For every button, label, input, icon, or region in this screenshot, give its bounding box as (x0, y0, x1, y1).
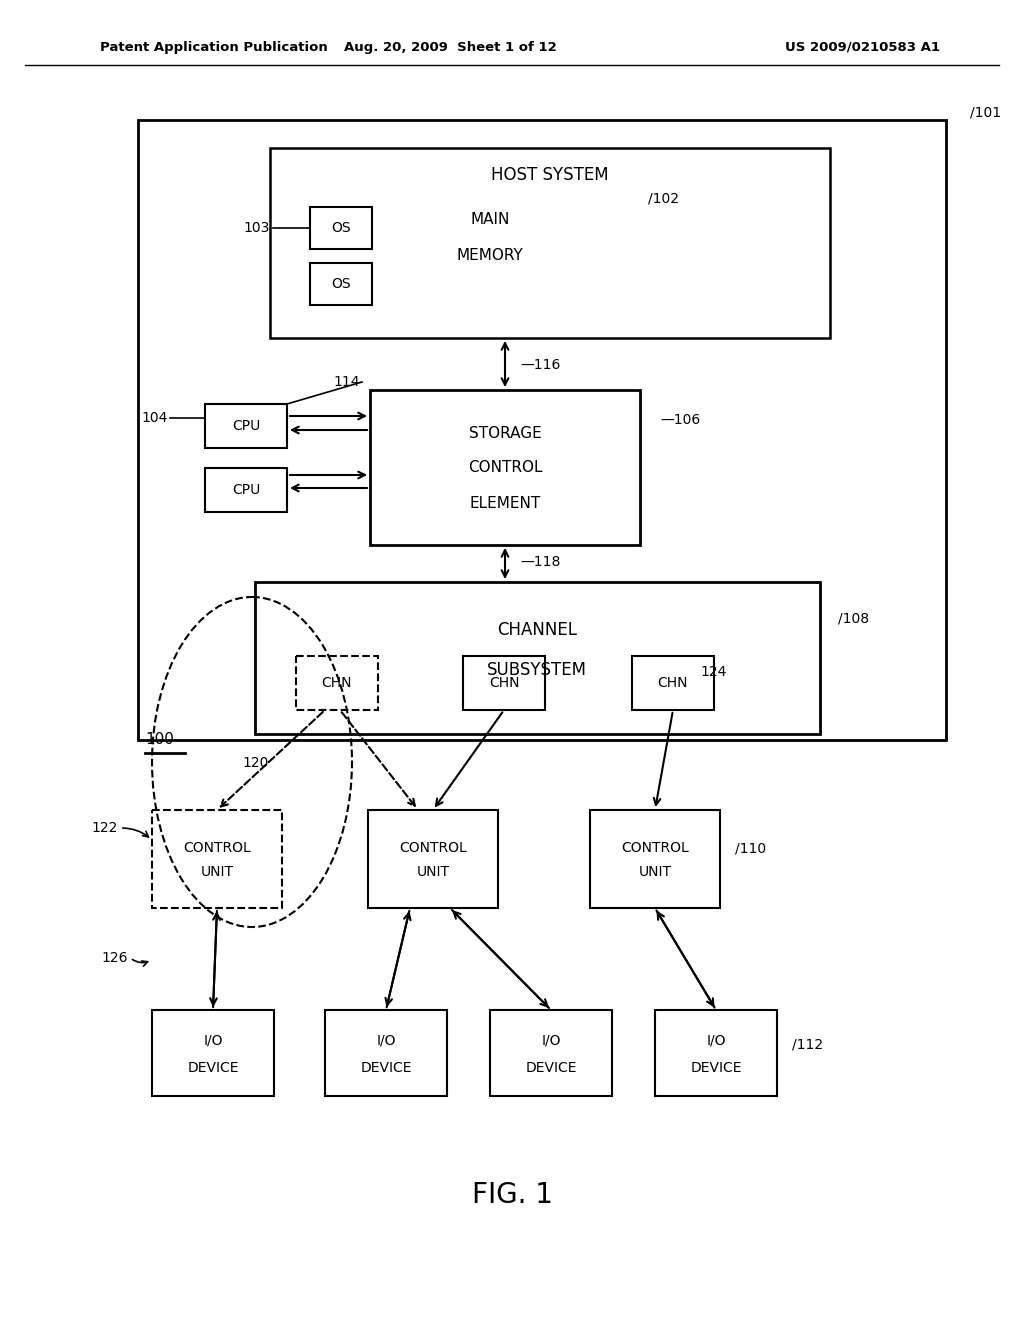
Text: OS: OS (331, 277, 351, 290)
Text: 124: 124 (700, 665, 726, 678)
Text: Aug. 20, 2009  Sheet 1 of 12: Aug. 20, 2009 Sheet 1 of 12 (344, 41, 556, 54)
Bar (152, 810, 282, 908)
Text: HOST SYSTEM: HOST SYSTEM (492, 166, 609, 183)
Text: I/O: I/O (376, 1034, 395, 1047)
Text: Patent Application Publication: Patent Application Publication (100, 41, 328, 54)
Text: DEVICE: DEVICE (690, 1061, 741, 1074)
Text: UNIT: UNIT (417, 865, 450, 879)
Text: US 2009/0210583 A1: US 2009/0210583 A1 (785, 41, 940, 54)
Text: 103: 103 (244, 220, 270, 235)
Bar (205, 469, 287, 512)
Text: /112: /112 (792, 1038, 823, 1051)
Text: 122: 122 (91, 821, 118, 836)
Text: UNIT: UNIT (201, 865, 233, 879)
Text: ELEMENT: ELEMENT (469, 495, 541, 511)
Bar (590, 810, 720, 908)
Text: CONTROL: CONTROL (468, 461, 543, 475)
Bar (270, 148, 830, 338)
Text: 100: 100 (145, 733, 174, 747)
Bar (370, 389, 640, 545)
Text: SUBSYSTEM: SUBSYSTEM (487, 661, 587, 678)
Text: CONTROL: CONTROL (399, 841, 467, 855)
Bar (138, 120, 946, 741)
Text: MEMORY: MEMORY (457, 248, 523, 263)
Text: /101: /101 (970, 106, 1001, 119)
Bar (152, 1010, 274, 1096)
Bar (205, 404, 287, 447)
Text: CHN: CHN (322, 676, 352, 690)
Text: /108: /108 (838, 611, 869, 624)
Text: CONTROL: CONTROL (622, 841, 689, 855)
Text: DEVICE: DEVICE (360, 1061, 412, 1074)
Text: /102: /102 (648, 191, 679, 205)
Bar (490, 1010, 612, 1096)
Bar (632, 656, 714, 710)
Text: 126: 126 (101, 950, 128, 965)
Text: CPU: CPU (231, 483, 260, 498)
Text: CHN: CHN (488, 676, 519, 690)
Text: DEVICE: DEVICE (525, 1061, 577, 1074)
Text: CHN: CHN (657, 676, 688, 690)
Text: DEVICE: DEVICE (187, 1061, 239, 1074)
Text: 114: 114 (334, 375, 360, 389)
Text: MAIN: MAIN (470, 213, 510, 227)
Bar (325, 1010, 447, 1096)
Text: /110: /110 (735, 841, 766, 855)
Bar (296, 656, 378, 710)
Bar (255, 582, 820, 734)
Text: CHANNEL: CHANNEL (497, 620, 577, 639)
Text: I/O: I/O (542, 1034, 561, 1047)
Text: —118: —118 (520, 554, 560, 569)
Text: FIG. 1: FIG. 1 (471, 1181, 553, 1209)
Text: CONTROL: CONTROL (183, 841, 251, 855)
Text: 104: 104 (141, 411, 168, 425)
Text: —116: —116 (520, 358, 560, 372)
Text: —106: —106 (660, 413, 700, 426)
Text: STORAGE: STORAGE (469, 425, 542, 441)
Text: CPU: CPU (231, 418, 260, 433)
Bar (463, 656, 545, 710)
Bar (368, 810, 498, 908)
Bar (310, 263, 372, 305)
Text: I/O: I/O (203, 1034, 223, 1047)
Bar (310, 207, 372, 249)
Text: 120: 120 (242, 756, 268, 770)
Text: UNIT: UNIT (639, 865, 672, 879)
Text: OS: OS (331, 220, 351, 235)
Text: I/O: I/O (707, 1034, 726, 1047)
Bar (655, 1010, 777, 1096)
